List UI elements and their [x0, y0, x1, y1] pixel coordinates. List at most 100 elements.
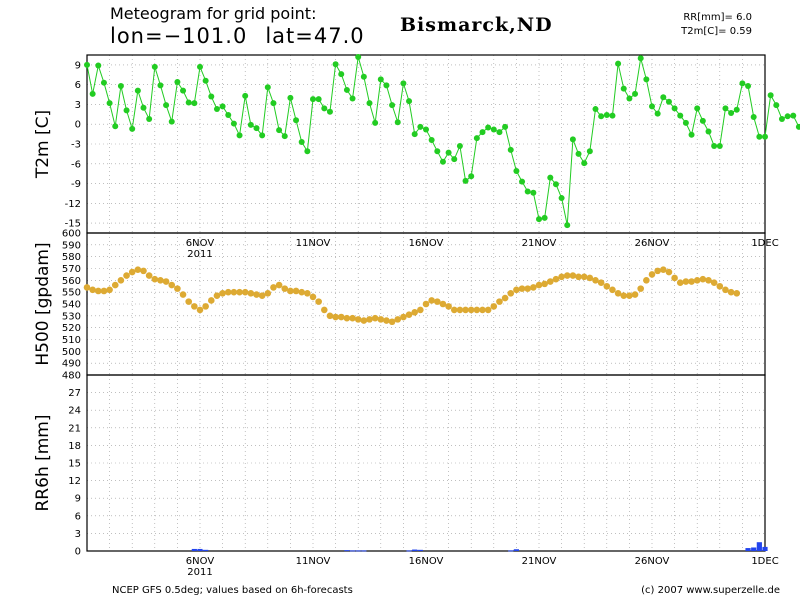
t2m-point	[750, 113, 757, 120]
h500-point	[128, 268, 136, 276]
h500-point	[196, 306, 204, 314]
t2m-point	[332, 61, 339, 68]
t2m-point	[174, 79, 181, 86]
h500-point	[654, 267, 661, 275]
h500-point	[106, 286, 113, 294]
h500-point	[530, 284, 537, 291]
t2m-point	[236, 132, 243, 139]
t2m-point	[281, 133, 288, 140]
y-tick-label: 590	[62, 240, 81, 251]
y-tick-label: 6	[75, 511, 81, 522]
h500-point	[213, 292, 221, 300]
h500-point	[377, 316, 385, 323]
t2m-point	[739, 80, 746, 87]
h500-point	[264, 290, 272, 297]
t2m-point	[219, 103, 226, 110]
t2m-point	[366, 100, 373, 107]
t2m-point	[253, 125, 260, 132]
t2m-point	[213, 106, 220, 113]
h500-point	[563, 272, 571, 279]
t2m-point	[134, 87, 141, 94]
h500-point	[292, 287, 300, 295]
t2m-point	[677, 112, 684, 119]
t2m-point	[728, 110, 735, 117]
h500-point	[337, 313, 345, 321]
t2m-point	[343, 86, 350, 93]
t2m-point	[705, 128, 712, 135]
source-note: NCEP GFS 0.5deg; values based on 6h-fore…	[112, 585, 353, 596]
h500-point	[501, 294, 509, 302]
h500-point	[230, 288, 238, 296]
t2m-point	[394, 119, 401, 126]
t2m-point	[95, 62, 102, 69]
y-tick-label: 490	[62, 359, 81, 370]
h500-point	[434, 298, 441, 305]
y-tick-label: -9	[71, 179, 81, 190]
h500-point	[462, 306, 469, 314]
t2m-point	[795, 123, 800, 130]
t2m-point	[400, 80, 407, 87]
t2m-point	[558, 195, 565, 202]
y-tick-label: 510	[62, 335, 81, 346]
t2m-point	[547, 174, 554, 181]
t2m-point	[315, 96, 322, 103]
t2m-point	[445, 149, 452, 156]
h500-point	[366, 316, 373, 323]
t2m-point	[151, 63, 158, 70]
y-tick-label: -6	[71, 159, 81, 170]
t2m-point	[671, 105, 678, 112]
rr-bar	[508, 550, 514, 552]
h500-point	[326, 312, 334, 320]
y-tick-label: -15	[65, 219, 81, 230]
h500-point	[637, 285, 644, 292]
y-tick-label: 520	[62, 323, 81, 334]
h500-point	[185, 298, 192, 305]
h500-point	[174, 285, 181, 292]
h500-point	[513, 286, 520, 294]
t2m-point	[790, 112, 797, 119]
lat-label: lat=47.0	[265, 24, 365, 48]
y-tick-label: 0	[75, 120, 81, 131]
t2m-point	[411, 131, 418, 138]
t2m-point	[507, 146, 514, 153]
t2m-point	[524, 188, 531, 195]
h500-point	[208, 297, 215, 304]
h500-point	[586, 274, 594, 282]
x-tick-sublabel: 2011	[187, 567, 212, 578]
t2m-point	[716, 142, 723, 149]
h500-point	[275, 281, 283, 289]
title-line: Meteogram for grid point:	[110, 4, 317, 23]
t2m-point	[468, 173, 475, 180]
h500-point	[83, 284, 91, 291]
rr-scale-note: RR[mm]= 6.0	[683, 12, 752, 23]
h500-point	[179, 291, 187, 298]
x-tick-label: 6NOV	[186, 238, 215, 249]
h500-point	[219, 290, 226, 297]
y-axis-label: T2m [C]	[33, 110, 53, 179]
h500-point	[580, 273, 588, 281]
y-tick-label: 570	[62, 264, 81, 275]
t2m-point	[310, 96, 316, 103]
t2m-point	[349, 95, 356, 102]
h500-point	[518, 285, 526, 292]
t2m-point	[745, 82, 752, 89]
h500-point	[309, 293, 317, 301]
y-tick-label: 21	[68, 423, 81, 434]
t2m-point	[699, 117, 706, 124]
t2m-point	[722, 105, 729, 112]
t2m-point	[270, 100, 277, 107]
rr-bar	[344, 550, 350, 552]
h500-point	[722, 286, 729, 294]
h500-point	[123, 272, 130, 279]
t2m-point	[406, 98, 413, 105]
t2m-point	[168, 118, 175, 125]
t2m-point	[485, 124, 492, 131]
h500-point	[682, 278, 690, 285]
h500-point	[304, 290, 311, 297]
y-tick-label: 560	[62, 276, 81, 287]
t2m-point	[541, 214, 548, 221]
h500-point	[699, 275, 707, 283]
h500-point	[383, 317, 390, 324]
y-tick-label: 530	[62, 311, 81, 322]
h500-point	[439, 300, 447, 308]
